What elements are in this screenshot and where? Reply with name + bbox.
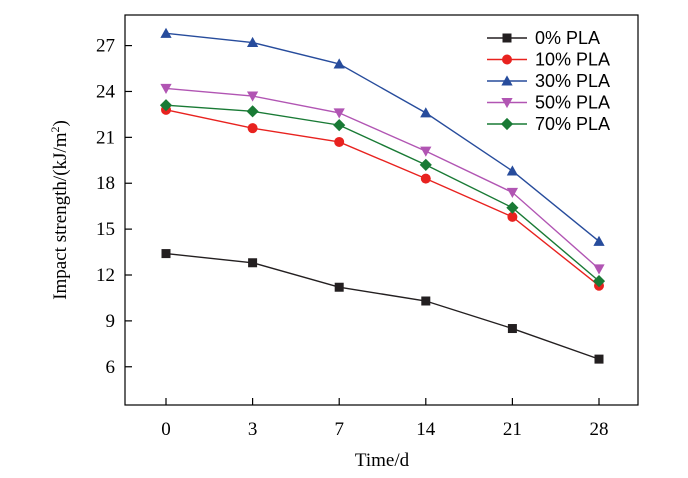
legend-item: 70% PLA <box>487 114 610 134</box>
series-70-pla <box>159 99 606 288</box>
legend-label: 70% PLA <box>535 114 610 134</box>
marker-triangle-up <box>506 165 519 176</box>
marker-triangle-down <box>420 146 432 157</box>
marker-square <box>502 33 512 43</box>
marker-square <box>248 258 258 268</box>
legend-label: 10% PLA <box>535 50 610 70</box>
x-tick-label: 21 <box>503 419 522 440</box>
y-tick-label: 27 <box>96 36 115 57</box>
x-axis: 0 3 7 14 21 28 <box>161 398 609 440</box>
marker-triangle-up <box>333 58 345 69</box>
marker-square <box>161 249 171 259</box>
plot-frame <box>124 14 639 406</box>
marker-circle <box>334 136 345 147</box>
series-50-pla <box>160 83 605 275</box>
series-line <box>165 104 600 282</box>
x-tick-label: 3 <box>248 419 258 440</box>
marker-square <box>507 324 517 334</box>
marker-circle <box>507 211 518 222</box>
legend-item: 50% PLA <box>487 93 610 113</box>
marker-circle <box>420 173 431 184</box>
marker-triangle-down <box>160 83 172 95</box>
x-tick-label: 7 <box>334 419 344 440</box>
marker-triangle-up <box>501 75 513 86</box>
series-line <box>165 109 600 287</box>
marker-triangle-down <box>501 98 513 109</box>
marker-diamond <box>159 99 173 112</box>
y-axis-title: Impact strength/(kJ/m2) <box>48 120 71 300</box>
legend-item: 0% PLA <box>487 28 600 48</box>
y-tick-label: 6 <box>106 357 116 378</box>
marker-square <box>334 282 344 292</box>
x-tick-label: 14 <box>416 419 436 440</box>
marker-diamond <box>592 275 606 288</box>
marker-triangle-down <box>333 108 345 119</box>
legend-label: 0% PLA <box>535 28 600 48</box>
marker-triangle-up <box>160 27 172 38</box>
marker-diamond <box>246 105 259 118</box>
y-tick-label: 12 <box>96 265 115 286</box>
y-axis-title-main: Impact strength/(kJ/m <box>50 132 71 299</box>
series-0-pla <box>161 249 604 364</box>
marker-triangle-up <box>420 107 432 118</box>
y-axis-title-end: ) <box>50 120 71 126</box>
marker-diamond <box>333 119 346 132</box>
marker-triangle-down <box>506 187 519 199</box>
marker-triangle-up <box>246 36 259 48</box>
marker-square <box>594 354 604 364</box>
series-layer <box>159 27 606 364</box>
marker-diamond <box>506 201 519 214</box>
y-tick-label: 18 <box>96 173 115 194</box>
x-axis-title: Time/d <box>355 450 410 471</box>
marker-circle <box>502 54 512 65</box>
legend-label: 50% PLA <box>535 93 610 113</box>
marker-diamond <box>419 158 432 171</box>
marker-diamond <box>500 117 514 131</box>
series-30-pla <box>160 27 605 246</box>
y-tick-label: 24 <box>96 81 116 102</box>
series-line <box>165 252 600 360</box>
y-axis-title-superscript: 2 <box>48 127 62 133</box>
marker-triangle-down <box>593 264 605 275</box>
y-axis: 6 9 12 15 18 21 24 27 <box>96 36 132 378</box>
series-line <box>165 32 600 242</box>
marker-triangle-down <box>246 91 259 102</box>
x-tick-label: 28 <box>590 419 609 440</box>
legend-label: 30% PLA <box>535 71 610 91</box>
marker-square <box>421 296 431 306</box>
series-line <box>165 87 600 270</box>
y-tick-label: 15 <box>96 219 115 240</box>
marker-circle <box>247 123 258 134</box>
marker-triangle-up <box>593 235 605 246</box>
y-tick-label: 9 <box>106 311 116 332</box>
y-tick-label: 21 <box>96 127 115 148</box>
legend-item: 10% PLA <box>487 50 610 70</box>
x-tick-label: 0 <box>161 419 171 440</box>
legend-item: 30% PLA <box>487 71 610 91</box>
